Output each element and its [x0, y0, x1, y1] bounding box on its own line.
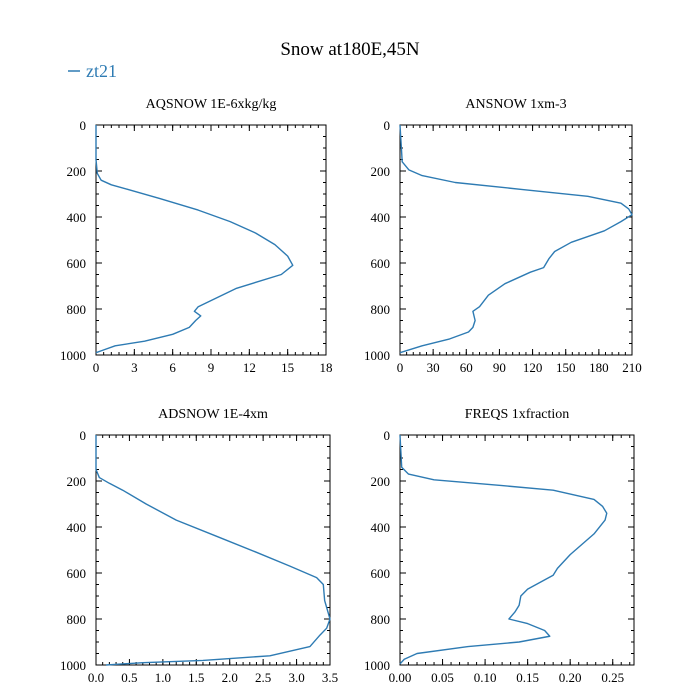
x-tick-label: 90 [493, 360, 506, 375]
x-tick-label: 0.00 [389, 670, 412, 685]
y-tick-label: 0 [80, 118, 87, 133]
figure-title: Snow at180E,45N [280, 39, 420, 60]
x-tick-label: 0.10 [474, 670, 497, 685]
plot-frame [399, 124, 633, 356]
y-tick-label: 1000 [60, 658, 86, 673]
y-tick-label: 600 [371, 566, 391, 581]
y-tick-label: 400 [371, 520, 391, 535]
y-tick-label: 400 [67, 520, 87, 535]
y-tick-label: 400 [371, 210, 391, 225]
y-tick-label: 800 [371, 302, 391, 317]
panel-title: FREQS 1xfraction [465, 407, 570, 422]
x-tick-label: 210 [622, 360, 642, 375]
x-tick-label: 0.0 [88, 670, 104, 685]
x-tick-label: 9 [208, 360, 215, 375]
series-line-zt21 [399, 434, 608, 665]
x-tick-label: 150 [556, 360, 576, 375]
panel-title: AQSNOW 1E-6xkg/kg [146, 97, 277, 112]
y-tick-label: 600 [67, 566, 87, 581]
y-tick-label: 1000 [364, 658, 390, 673]
y-tick-label: 0 [384, 118, 391, 133]
x-tick-label: 0.25 [601, 670, 624, 685]
x-tick-label: 2.5 [255, 670, 271, 685]
y-tick-label: 200 [67, 474, 87, 489]
x-tick-label: 1.5 [188, 670, 204, 685]
series-line-zt21 [95, 125, 294, 354]
y-tick-label: 800 [67, 612, 87, 627]
series-line-zt21 [95, 435, 331, 666]
y-tick-label: 200 [371, 474, 391, 489]
x-tick-label: 0.5 [121, 670, 137, 685]
plot-frame [95, 124, 327, 356]
x-tick-label: 0.15 [516, 670, 539, 685]
x-tick-label: 30 [427, 360, 440, 375]
chart-panel-2: ANSNOW 1xm-3 0 30 60 90 120 150 180 210 0 200 400 60… [364, 97, 642, 375]
chart-panel-1: AQSNOW 1E-6xkg/kg 0 3 6 9 12 15 18 0 200 400 600 800… [60, 97, 333, 375]
x-tick-label: 3 [131, 360, 138, 375]
x-tick-label: 120 [523, 360, 543, 375]
panel-title: ANSNOW 1xm-3 [465, 97, 566, 112]
x-tick-label: 1.0 [155, 670, 171, 685]
y-tick-label: 200 [371, 164, 391, 179]
x-tick-label: 0 [397, 360, 404, 375]
x-tick-label: 0.05 [431, 670, 454, 685]
y-tick-label: 200 [67, 164, 87, 179]
y-tick-label: 1000 [60, 348, 86, 363]
panel-title: ADSNOW 1E-4xm [158, 407, 268, 422]
x-tick-label: 6 [169, 360, 176, 375]
x-tick-label: 60 [460, 360, 473, 375]
y-tick-label: 0 [384, 428, 391, 443]
x-tick-label: 0.20 [559, 670, 582, 685]
y-tick-label: 400 [67, 210, 87, 225]
x-tick-label: 15 [281, 360, 294, 375]
y-tick-label: 800 [67, 302, 87, 317]
y-tick-label: 600 [67, 256, 87, 271]
x-tick-label: 0 [93, 360, 100, 375]
chart-panel-3: ADSNOW 1E-4xm 0.0 0.5 1.0 1.5 2.0 2.5 3.0 3.5 0 20… [60, 407, 338, 685]
series-line-zt21 [399, 124, 633, 354]
y-tick-label: 600 [371, 256, 391, 271]
x-tick-label: 18 [320, 360, 333, 375]
legend-label: zt21 [86, 61, 117, 81]
x-tick-label: 2.0 [222, 670, 238, 685]
chart-panel-4: FREQS 1xfraction 0.00 0.05 0.10 0.15 0.20 0.25… [364, 407, 635, 685]
x-tick-label: 3.5 [322, 670, 338, 685]
x-tick-label: 180 [589, 360, 609, 375]
x-tick-label: 12 [243, 360, 256, 375]
x-tick-label: 3.0 [288, 670, 304, 685]
y-tick-label: 800 [371, 612, 391, 627]
y-tick-label: 1000 [364, 348, 390, 363]
y-tick-label: 0 [80, 428, 87, 443]
plot-frame [399, 434, 635, 666]
plot-frame [95, 434, 331, 666]
